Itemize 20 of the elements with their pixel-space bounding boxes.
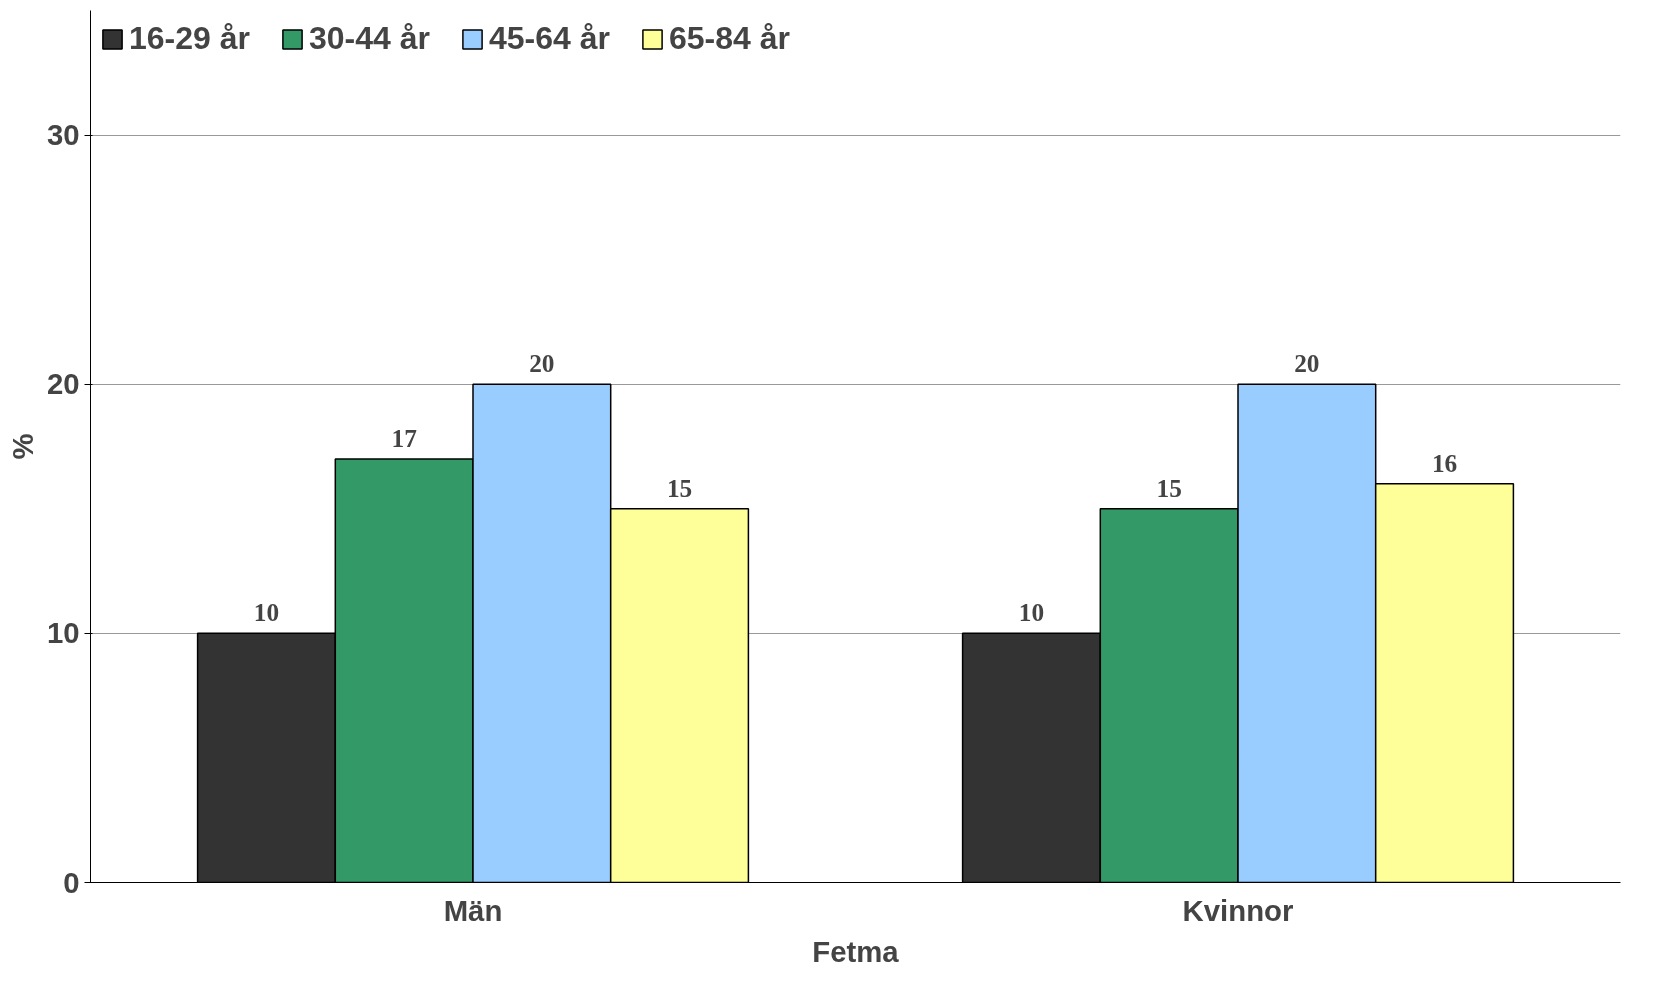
y-tick-label: 0 xyxy=(63,865,80,899)
data-label: 17 xyxy=(391,423,418,452)
data-label: 15 xyxy=(666,473,693,502)
y-tick-label: 10 xyxy=(46,616,80,650)
x-tick-label: Män xyxy=(443,893,503,927)
legend-label: 65-84 år xyxy=(668,20,790,57)
legend-label: 16-29 år xyxy=(129,20,250,57)
data-label: 20 xyxy=(529,349,555,378)
y-axis-title: % xyxy=(5,433,39,460)
data-label: 15 xyxy=(1156,473,1182,502)
data-label: 10 xyxy=(253,598,280,627)
y-tick-label: 20 xyxy=(46,367,80,401)
data-label: 10 xyxy=(1018,598,1045,627)
x-tick-label: Kvinnor xyxy=(1182,893,1294,927)
data-label: 20 xyxy=(1294,349,1320,378)
x-axis-title: Fetma xyxy=(812,934,900,968)
legend-label: 45-64 år xyxy=(488,20,610,57)
y-tick-label: 30 xyxy=(46,118,80,152)
data-label: 16 xyxy=(1431,448,1458,477)
legend-label: 30-44 år xyxy=(308,20,430,57)
